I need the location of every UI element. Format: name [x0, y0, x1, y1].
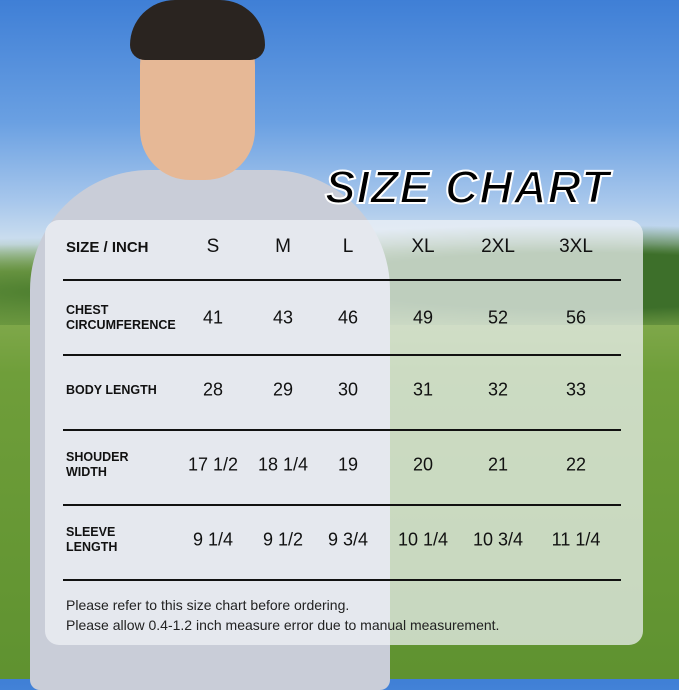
row-divider — [63, 579, 621, 581]
table-cell: 9 3/4 — [327, 529, 369, 550]
table-cell: 31 — [412, 379, 434, 400]
table-cell: 41 — [202, 307, 224, 328]
table-cell: 52 — [487, 307, 509, 328]
row-label-line: CIRCUMFERENCE — [66, 318, 176, 332]
table-cell: 33 — [565, 379, 587, 400]
row-divider — [63, 354, 621, 356]
row-label-line: WIDTH — [66, 465, 107, 479]
row-label: SHOUDER WIDTH — [66, 450, 129, 480]
row-label-line: CHEST — [66, 303, 109, 317]
size-header: M — [275, 236, 291, 257]
size-header: S — [206, 236, 220, 257]
row-label: BODY LENGTH — [66, 383, 157, 398]
row-label: SLEEVE LENGTH — [66, 525, 117, 555]
table-cell: 46 — [337, 307, 359, 328]
table-cell: 10 1/4 — [397, 529, 449, 550]
table-cell: 49 — [412, 307, 434, 328]
table-cell: 20 — [412, 454, 434, 475]
table-cell: 19 — [337, 454, 359, 475]
size-chart-panel — [45, 220, 643, 645]
note-1: Please refer to this size chart before o… — [66, 597, 350, 613]
size-header: L — [342, 236, 354, 257]
size-header: 2XL — [481, 236, 515, 257]
row-label: CHEST CIRCUMFERENCE — [66, 303, 176, 333]
size-header: 3XL — [559, 236, 593, 257]
table-cell: 30 — [337, 379, 359, 400]
size-header: XL — [411, 236, 435, 257]
row-divider — [63, 504, 621, 506]
table-cell: 18 1/4 — [257, 454, 309, 475]
row-label-line: SHOUDER — [66, 450, 129, 464]
table-cell: 56 — [565, 307, 587, 328]
note-2: Please allow 0.4-1.2 inch measure error … — [66, 617, 500, 633]
row-divider — [63, 279, 621, 281]
table-cell: 17 1/2 — [187, 454, 239, 475]
table-cell: 28 — [202, 379, 224, 400]
row-label-line: BODY LENGTH — [66, 382, 157, 397]
table-cell: 21 — [487, 454, 509, 475]
row-label-line: SLEEVE — [66, 525, 116, 539]
table-cell: 10 3/4 — [472, 529, 524, 550]
model-hair — [130, 0, 265, 60]
table-cell: 29 — [272, 379, 294, 400]
table-cell: 11 1/4 — [551, 529, 601, 550]
table-cell: 43 — [272, 307, 294, 328]
table-cell: 32 — [487, 379, 509, 400]
corner-label: SIZE / INCH — [66, 239, 149, 256]
table-cell: 22 — [565, 454, 587, 475]
row-divider — [63, 429, 621, 431]
table-cell: 9 1/4 — [192, 529, 234, 550]
size-chart-title: SIZE CHART — [324, 160, 611, 214]
table-cell: 9 1/2 — [262, 529, 304, 550]
row-label-line: LENGTH — [66, 540, 118, 554]
